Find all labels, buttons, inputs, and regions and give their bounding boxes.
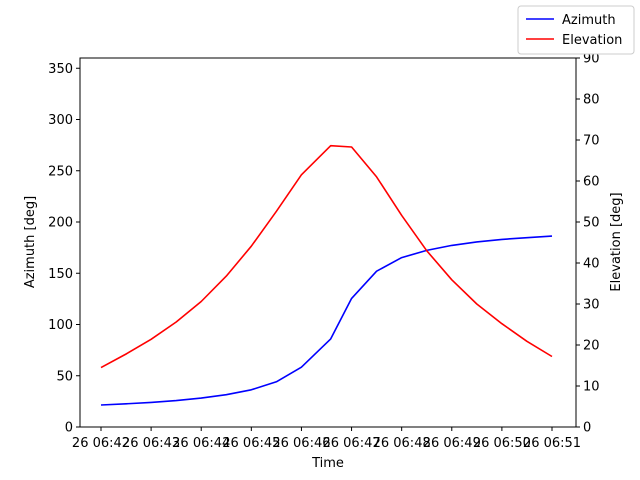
- legend-label-elevation: Elevation: [562, 33, 622, 48]
- right-tick-label: 0: [583, 421, 591, 436]
- right-tick-label: 30: [583, 298, 600, 313]
- x-axis-label: Time: [311, 456, 344, 471]
- right-axis-label: Elevation [deg]: [609, 192, 624, 291]
- right-tick-label: 20: [583, 339, 600, 354]
- x-tick-label: 26 06:46: [272, 436, 330, 451]
- left-tick-label: 150: [48, 267, 73, 282]
- left-tick-label: 0: [65, 421, 73, 436]
- legend-label-azimuth: Azimuth: [562, 13, 616, 28]
- left-tick-label: 200: [48, 216, 73, 231]
- left-axis-label: Azimuth [deg]: [23, 196, 38, 288]
- x-tick-label: 26 06:47: [322, 436, 380, 451]
- x-tick-label: 26 06:42: [72, 436, 130, 451]
- legend: Azimuth Elevation: [517, 5, 635, 55]
- x-tick-label: 26 06:51: [523, 436, 581, 451]
- right-tick-label: 10: [583, 380, 600, 395]
- plot-frame: [79, 57, 577, 428]
- x-tick-label: 26 06:45: [222, 436, 280, 451]
- left-tick-label: 300: [48, 113, 73, 128]
- right-tick-label: 60: [583, 175, 600, 190]
- right-tick-label: 90: [583, 52, 600, 67]
- left-tick-label: 350: [48, 62, 73, 77]
- series-line-elevation: [100, 144, 553, 369]
- right-tick-label: 80: [583, 93, 600, 108]
- right-axis-ticks: 0 10 20 30 40 50 60 70 80 90: [576, 52, 600, 436]
- x-tick-label: 26 06:48: [373, 436, 431, 451]
- x-tick-label: 26 06:50: [473, 436, 531, 451]
- x-tick-label: 26 06:43: [122, 436, 180, 451]
- series-line-azimuth: [100, 235, 553, 406]
- right-tick-label: 50: [583, 216, 600, 231]
- left-tick-label: 250: [48, 164, 73, 179]
- right-tick-label: 40: [583, 257, 600, 272]
- left-axis-ticks: 0 50 100 150 200 250 300 350: [48, 62, 80, 436]
- x-tick-label: 26 06:44: [172, 436, 230, 451]
- legend-box: [517, 5, 635, 55]
- left-tick-label: 100: [48, 318, 73, 333]
- left-tick-label: 50: [56, 369, 73, 384]
- x-tick-label: 26 06:49: [423, 436, 481, 451]
- right-tick-label: 70: [583, 134, 600, 149]
- series-lines: [100, 144, 553, 406]
